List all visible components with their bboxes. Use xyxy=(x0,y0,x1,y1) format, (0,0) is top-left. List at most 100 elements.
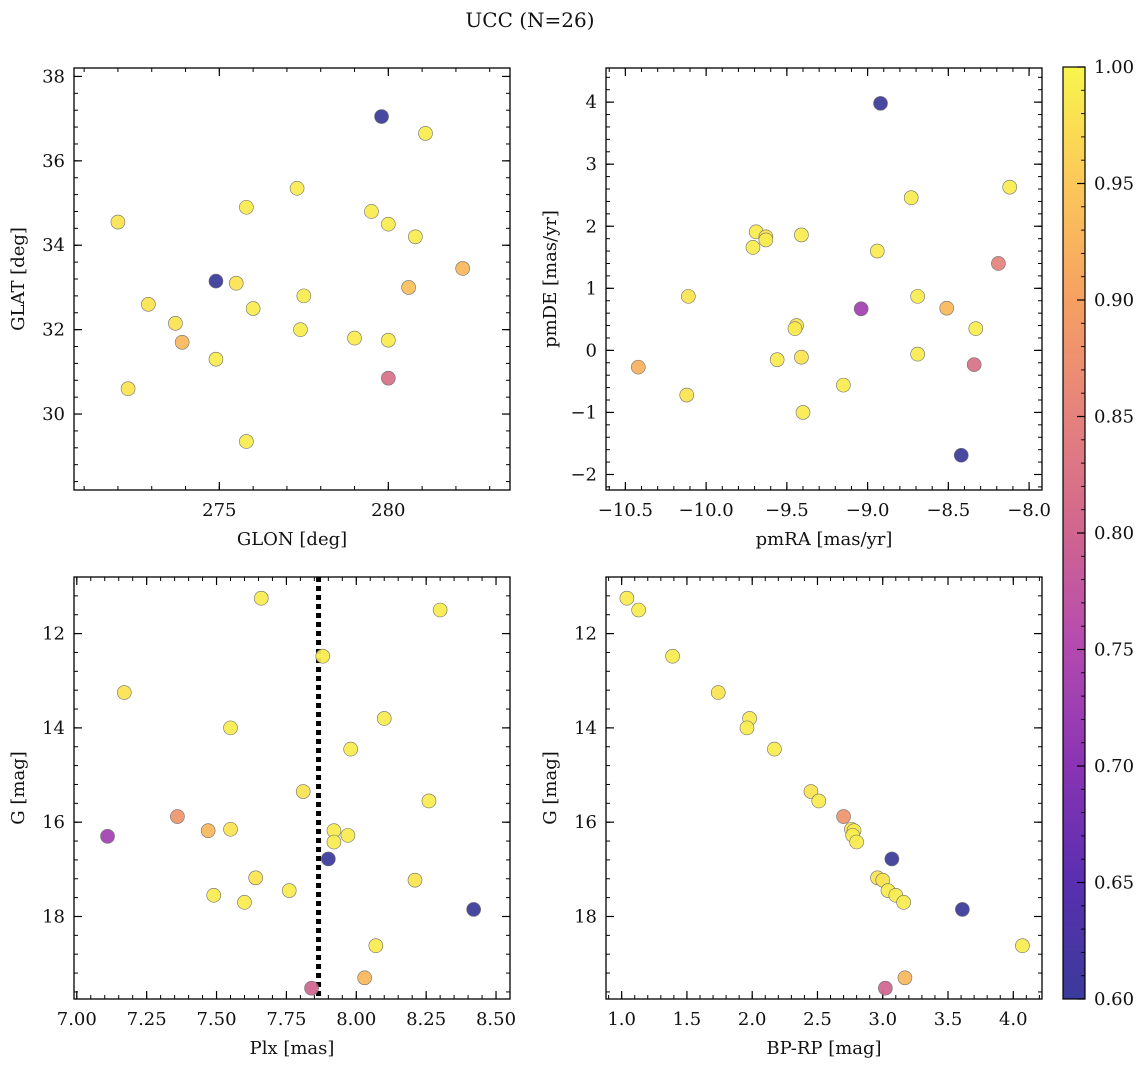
data-point xyxy=(110,214,126,230)
colorbar-tick-label: 0.75 xyxy=(1094,640,1134,661)
x-tick-label: −10.5 xyxy=(598,500,653,521)
colorbar-tick-label: 0.65 xyxy=(1094,873,1134,894)
data-point xyxy=(281,883,297,898)
x-tick-label: 7.00 xyxy=(57,1009,97,1030)
data-point xyxy=(321,851,336,867)
data-point xyxy=(170,809,185,824)
data-point xyxy=(376,711,392,726)
y-axis-label: G [mag] xyxy=(540,751,561,824)
colorbar-tick-label: 0.90 xyxy=(1094,290,1134,311)
y-tick-label: 12 xyxy=(574,624,597,645)
figure-title: UCC (N=26) xyxy=(465,8,594,32)
y-tick-label: 4 xyxy=(586,92,597,113)
x-axis-label: Plx [mas] xyxy=(250,1038,335,1059)
axes-frame xyxy=(605,576,1043,1000)
data-point xyxy=(253,590,269,606)
data-point xyxy=(357,970,372,986)
data-point xyxy=(679,387,695,403)
data-point xyxy=(795,405,811,420)
y-tick-label: 34 xyxy=(42,235,65,256)
colorbar-tick-label: 0.85 xyxy=(1094,407,1134,428)
data-point xyxy=(239,199,254,215)
data-point xyxy=(200,823,216,838)
data-point xyxy=(968,321,984,336)
data-point xyxy=(408,229,423,245)
panel-top-left: 275 280 30 32 34 36 38 GLON [deg] GLAT [deg] xyxy=(8,66,511,550)
data-point xyxy=(407,872,423,888)
data-point xyxy=(381,332,396,348)
x-tick-label: 8.50 xyxy=(476,1009,516,1030)
x-axis-label: GLON [deg] xyxy=(237,529,347,550)
colorbar-tick-label: 0.95 xyxy=(1094,174,1134,195)
data-point xyxy=(884,851,900,867)
data-point xyxy=(710,685,726,700)
colorbar-tick-label: 0.80 xyxy=(1094,523,1134,544)
data-point xyxy=(739,720,755,736)
data-point xyxy=(239,434,254,449)
data-point xyxy=(315,648,331,664)
data-point xyxy=(223,821,238,837)
data-point xyxy=(228,275,244,291)
y-tick-label: 1 xyxy=(586,278,597,299)
data-point xyxy=(326,834,342,850)
data-point xyxy=(910,346,925,362)
data-point xyxy=(343,741,358,757)
data-point xyxy=(381,370,396,386)
y-tick-label: 14 xyxy=(574,718,597,739)
x-tick-label: 4.0 xyxy=(999,1009,1028,1030)
data-point xyxy=(293,322,308,337)
x-tick-label: 3.5 xyxy=(934,1009,963,1030)
y-tick-label: 2 xyxy=(586,216,597,237)
data-point xyxy=(374,109,389,124)
data-point xyxy=(248,870,263,886)
y-tick-label: 3 xyxy=(586,154,597,175)
data-point xyxy=(1015,938,1030,954)
data-point xyxy=(896,895,911,910)
data-point xyxy=(295,784,311,799)
data-point xyxy=(100,829,115,844)
data-point xyxy=(421,793,437,809)
data-point xyxy=(364,204,379,219)
data-point xyxy=(340,828,356,843)
data-layer xyxy=(100,577,481,999)
y-tick-label: 0 xyxy=(586,340,597,361)
data-point xyxy=(120,381,136,397)
data-point xyxy=(849,834,864,850)
x-tick-label: −10.0 xyxy=(679,500,734,521)
y-tick-label: 38 xyxy=(42,66,65,87)
data-point xyxy=(836,809,851,824)
x-tick-label: −8.0 xyxy=(1007,500,1051,521)
data-point xyxy=(418,126,433,141)
axes-frame xyxy=(73,67,511,491)
data-point xyxy=(794,349,809,365)
y-axis-label: pmDE [mas/yr] xyxy=(540,210,561,348)
data-point xyxy=(117,685,132,700)
y-tick-label: 30 xyxy=(42,404,65,425)
data-point xyxy=(910,289,925,304)
data-point xyxy=(466,902,481,917)
x-axis-label: pmRA [mas/yr] xyxy=(756,529,893,550)
data-point xyxy=(381,216,396,232)
data-point xyxy=(758,232,774,248)
data-point xyxy=(347,330,362,346)
data-point xyxy=(1002,179,1018,195)
data-point xyxy=(174,334,190,350)
data-point xyxy=(955,902,970,917)
y-axis-label: GLAT [deg] xyxy=(8,227,29,331)
x-tick-label: 2.0 xyxy=(738,1009,767,1030)
x-tick-label: 7.75 xyxy=(266,1009,306,1030)
data-point xyxy=(296,288,312,304)
data-point xyxy=(745,240,761,255)
colorbar-tick-label: 0.70 xyxy=(1094,756,1134,777)
x-tick-label: 2.5 xyxy=(803,1009,832,1030)
x-tick-label: −8.5 xyxy=(926,500,970,521)
data-point xyxy=(304,980,319,996)
data-point xyxy=(811,793,827,809)
axes-frame xyxy=(605,67,1043,491)
y-tick-label: 36 xyxy=(42,151,65,172)
x-tick-label: −9.0 xyxy=(846,500,890,521)
data-point xyxy=(223,720,238,736)
data-layer xyxy=(619,590,1030,996)
data-point xyxy=(991,256,1006,271)
